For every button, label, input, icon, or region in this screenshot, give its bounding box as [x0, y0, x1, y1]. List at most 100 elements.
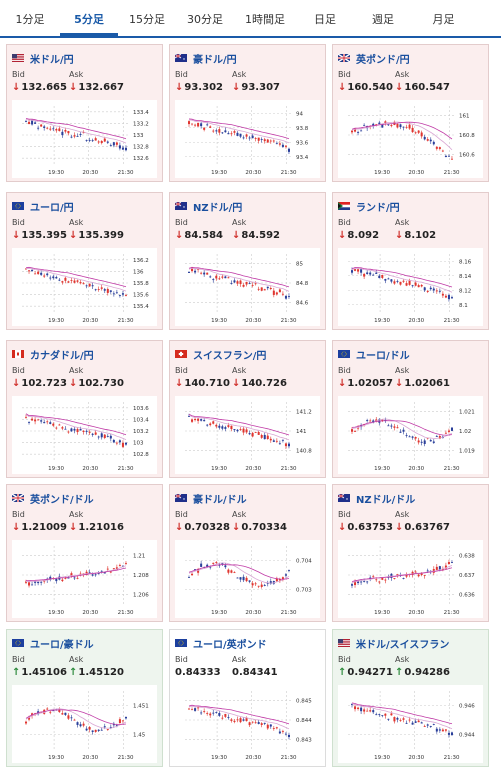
candle	[278, 731, 281, 734]
rate-card-title[interactable]: 豪ドル/円	[174, 51, 237, 66]
mini-candlestick-chart[interactable]: 0.704 0.703 19:30 20:30 21:30	[175, 540, 320, 618]
candle	[357, 132, 360, 133]
candle	[200, 419, 203, 421]
mini-candlestick-chart[interactable]: 1.21 1.208 1.206 19:30 20:30 21:30	[12, 540, 157, 618]
rate-card[interactable]: 豪ドル/ドル Bid Ask ↓0.70328 ↓0.70334 0.704 0.703 19…	[169, 484, 326, 622]
rate-card[interactable]: ユーロ/円 Bid Ask ↓135.395 ↓135.399 136.2 136 135.8…	[6, 192, 163, 330]
candle	[61, 131, 64, 136]
rate-card-title[interactable]: カナダドル/円	[12, 347, 94, 362]
candle	[417, 130, 420, 133]
candle	[97, 289, 100, 290]
tab-1[interactable]: 5分足	[60, 0, 118, 36]
rate-card-title[interactable]: 豪ドル/ドル	[174, 491, 247, 506]
candle	[369, 420, 372, 422]
rate-card[interactable]: 英ポンド/円 Bid Ask ↓160.540 ↓160.547 161 160.8 160.…	[332, 44, 489, 182]
rate-card-title[interactable]: 英ポンド/ドル	[11, 491, 94, 506]
tab-7[interactable]: 月足	[432, 13, 455, 26]
candle	[121, 442, 124, 447]
candle	[381, 419, 384, 421]
rate-card[interactable]: 米ドル/円 Bid Ask ↓132.665 ↓132.667 133.4 133.2 133…	[6, 44, 163, 182]
rate-card[interactable]: 豪ドル/円 Bid Ask ↓93.302 ↓93.307 94 93.8 93.6 93.4 1…	[169, 44, 326, 182]
mini-candlestick-chart[interactable]: 1.021 1.02 1.019 19:30 20:30 21:30	[338, 396, 483, 474]
candle	[402, 280, 405, 282]
candle	[447, 295, 450, 300]
candle	[411, 436, 414, 438]
candle	[245, 429, 248, 433]
candle	[212, 130, 215, 132]
rate-card-title[interactable]: ランド/円	[338, 199, 400, 214]
x-tick-label: 21:30	[281, 170, 297, 176]
candle	[79, 282, 82, 284]
mini-candlestick-chart[interactable]: 0.845 0.844 0.843 19:30 20:30 21:30	[175, 685, 320, 763]
candle	[390, 125, 393, 127]
bid-label: Bid	[175, 366, 188, 375]
candle	[200, 712, 203, 714]
candle	[191, 709, 194, 711]
mini-candlestick-chart[interactable]: 0.946 0.944 19:30 20:30 21:30	[338, 685, 483, 763]
candle	[257, 585, 260, 587]
rate-card[interactable]: ランド/円 Bid Ask ↓8.092 ↓8.102 8.16 8.14 8.12 8.1 19…	[332, 192, 489, 330]
candle	[281, 577, 284, 580]
rate-card[interactable]: ユーロ/豪ドル Bid Ask ↑1.45106 ↑1.45120 1.451 1.45 19…	[6, 629, 163, 767]
mini-candlestick-chart[interactable]: 8.16 8.14 8.12 8.1 19:30 20:30 21:30	[338, 248, 483, 326]
candle	[269, 140, 272, 142]
candle	[435, 290, 438, 292]
ca-flag-icon	[12, 350, 24, 358]
tab-6[interactable]: 週足	[372, 13, 394, 26]
candle	[390, 713, 393, 716]
candle	[408, 436, 411, 438]
candle	[55, 129, 58, 131]
candle	[46, 708, 49, 710]
mini-candlestick-chart[interactable]: 94 93.8 93.6 93.4 19:30 20:30 21:30	[175, 100, 320, 178]
ask-value: ↓0.63767	[395, 522, 450, 533]
y-tick-label: 161	[459, 114, 470, 120]
rate-card[interactable]: スイスフラン/円 Bid Ask ↓140.710 ↓140.726 141.2 141 14…	[169, 340, 326, 478]
rate-card-title[interactable]: ユーロ/ドル	[338, 347, 410, 362]
candle	[58, 424, 61, 426]
candle	[91, 433, 94, 435]
rate-card-title[interactable]: 米ドル/スイスフラン	[338, 636, 449, 651]
rate-card-title[interactable]: NZドル/円	[174, 199, 242, 214]
rate-card-title[interactable]: 英ポンド/円	[337, 51, 410, 66]
candle	[441, 569, 444, 570]
rate-card[interactable]: 英ポンド/ドル Bid Ask ↓1.21009 ↓1.21016 1.21 1.208 1.…	[6, 484, 163, 622]
candle	[390, 425, 393, 427]
rate-card[interactable]: NZドル/ドル Bid Ask ↓0.63753 ↓0.63767 0.638 0.637 0…	[332, 484, 489, 622]
bid-number: 1.02057	[347, 378, 393, 389]
mini-candlestick-chart[interactable]: 136.2 136 135.8 135.6 135.4 19:30 20:30 21:30	[12, 248, 157, 326]
down-arrow-icon: ↓	[338, 522, 347, 533]
mini-candlestick-chart[interactable]: 1.451 1.45 19:30 20:30 21:30	[12, 685, 157, 763]
rate-card[interactable]: ユーロ/ドル Bid Ask ↓1.02057 ↓1.02061 1.021 1.02 1.0…	[332, 340, 489, 478]
mini-candlestick-chart[interactable]: 161 160.8 160.6 19:30 20:30 21:30	[338, 100, 483, 178]
candle	[432, 724, 435, 725]
rate-card-title[interactable]: ユーロ/円	[12, 199, 74, 214]
bid-label: Bid	[12, 366, 25, 375]
bid-value: ↓140.710	[175, 378, 230, 389]
bid-number: 84.584	[184, 230, 223, 241]
candle	[97, 729, 100, 731]
candle	[426, 291, 429, 292]
mini-candlestick-chart[interactable]: 133.4 133.2 133 132.8 132.6 19:30 20:30 21:30	[12, 100, 157, 178]
tab-2[interactable]: 15分足	[129, 13, 165, 26]
rate-card-title[interactable]: NZドル/ドル	[337, 491, 415, 506]
rate-card[interactable]: ユーロ/英ポンド Bid Ask 0.84333 0.84341 0.845 0.844 0.…	[169, 629, 326, 767]
mini-candlestick-chart[interactable]: 103.6 103.4 103.2 103 102.8 19:30 20:30 21:30	[12, 396, 157, 474]
tab-3[interactable]: 30分足	[187, 13, 223, 26]
candle	[417, 720, 420, 723]
rate-card[interactable]: NZドル/円 Bid Ask ↓84.584 ↓84.592 85 84.8 84.6 19:3…	[169, 192, 326, 330]
rate-card-title[interactable]: スイスフラン/円	[175, 347, 266, 362]
candle	[76, 280, 79, 282]
rate-card[interactable]: 米ドル/スイスフラン Bid Ask ↑0.94271 ↑0.94286 0.946 0.9…	[332, 629, 489, 767]
rate-card-title[interactable]: ユーロ/英ポンド	[175, 636, 267, 651]
rate-card-title[interactable]: ユーロ/豪ドル	[12, 636, 94, 651]
rate-card-title[interactable]: 米ドル/円	[12, 51, 74, 66]
tab-5[interactable]: 日足	[314, 13, 336, 26]
moving-average-line	[25, 119, 127, 144]
tab-0[interactable]: 1分足	[15, 13, 45, 26]
tab-4[interactable]: 1時間足	[245, 13, 285, 26]
rate-card[interactable]: カナダドル/円 Bid Ask ↓102.723 ↓102.730 103.6 103.4 1…	[6, 340, 163, 478]
mini-candlestick-chart[interactable]: 141.2 141 140.8 19:30 20:30 21:30	[175, 396, 320, 474]
y-tick-label: 0.704	[296, 559, 312, 565]
mini-candlestick-chart[interactable]: 85 84.8 84.6 19:30 20:30 21:30	[175, 248, 320, 326]
mini-candlestick-chart[interactable]: 0.638 0.637 0.636 19:30 20:30 21:30	[338, 540, 483, 618]
